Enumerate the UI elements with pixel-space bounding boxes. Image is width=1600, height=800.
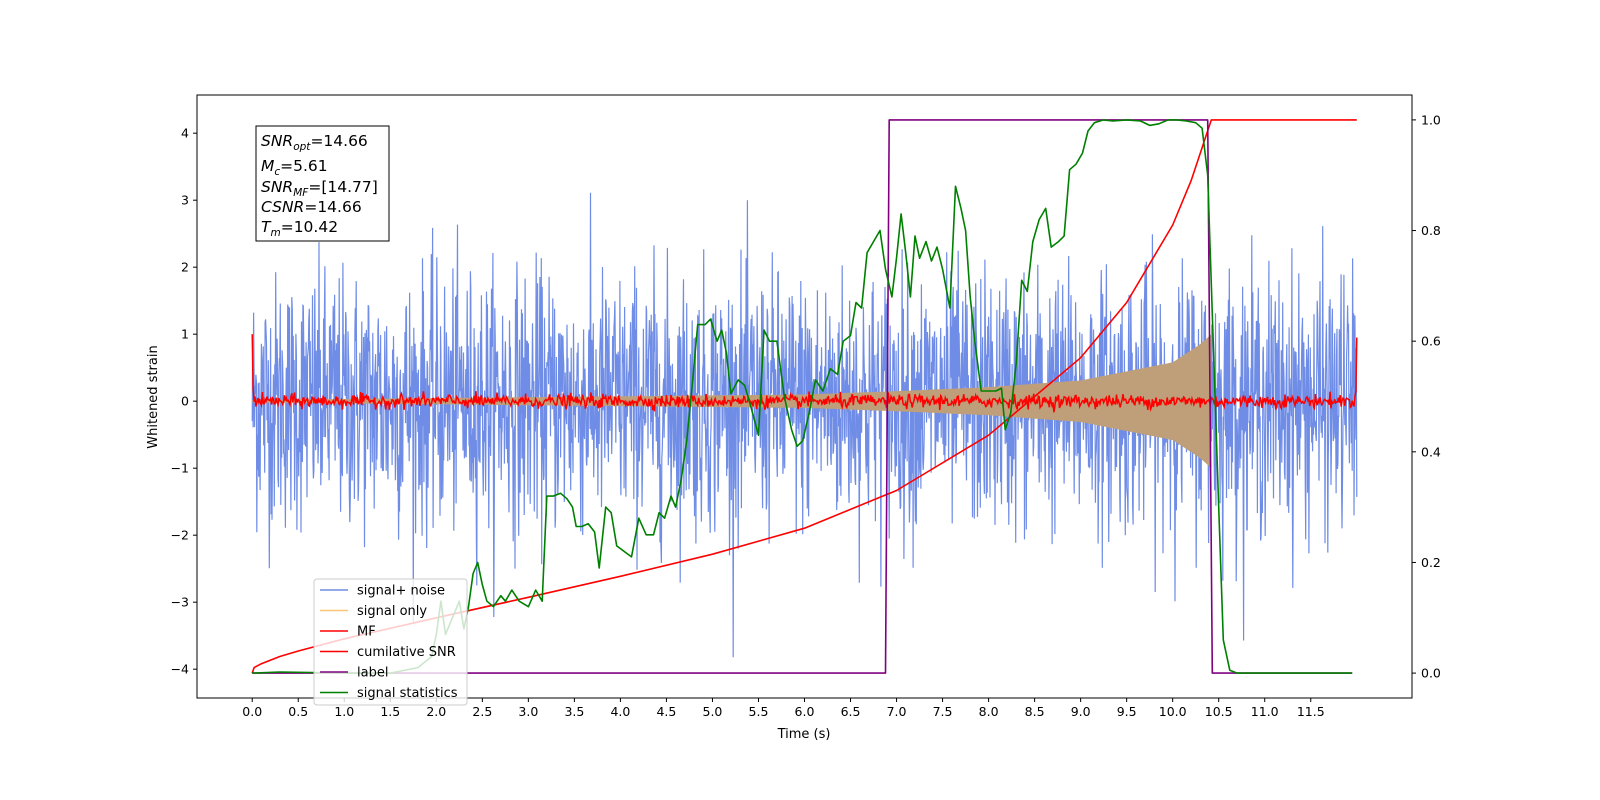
y2-tick-label: 0.0 [1421,666,1441,681]
x-tick-label: 9.0 [1071,704,1091,719]
x-tick-label: 1.5 [380,704,400,719]
x-axis: 0.0 0.5 1.0 1.5 2.0 2.5 3.0 3.5 4.0 4.5 5.0 5.5 6.0 6… [242,698,1325,719]
x-tick-label: 5.5 [749,704,769,719]
x-tick-label: 5.0 [703,704,723,719]
annotation-snr-opt: SNRopt=14.66 [261,132,368,153]
legend-label-label: label [357,666,388,681]
plot-data-layer [251,119,1358,674]
x-tick-label: 9.5 [1117,704,1137,719]
x-tick-label: 7.5 [933,704,953,719]
annotation-mc: Mc=5.61 [261,157,328,178]
annotation-csnr: CSNR=14.66 [261,198,362,216]
legend-label-signal-noise: signal+ noise [357,584,445,599]
y-tick-label: −3 [171,595,189,610]
series-cumulative-snr [251,119,1357,674]
legend: signal+ noise signal only MF cumilative SNR… [313,578,468,706]
y-tick-label: 0 [181,394,189,409]
x-tick-label: 6.0 [795,704,815,719]
y-tick-label: 1 [181,327,189,342]
x-tick-label: 11.0 [1251,704,1279,719]
x-tick-label: 1.0 [334,704,354,719]
y-tick-label: 2 [181,260,189,275]
x-tick-label: 0.0 [242,704,262,719]
y2-tick-label: 0.8 [1421,223,1441,238]
annotation-tm: Tm=10.42 [261,218,338,239]
x-tick-label: 0.5 [288,704,308,719]
y2-tick-label: 0.2 [1421,555,1441,570]
y-tick-label: 3 [181,193,189,208]
series-signal-statistics [252,119,1353,674]
x-tick-label: 7.0 [887,704,907,719]
y2-tick-label: 1.0 [1421,112,1441,127]
y-tick-label: −2 [171,528,189,543]
x-tick-label: 10.5 [1205,704,1233,719]
x-tick-label: 2.5 [472,704,492,719]
x-tick-label: 10.0 [1159,704,1187,719]
series-signal-noise [251,192,1358,658]
legend-label-signal-only: signal only [357,604,427,619]
legend-label-signal-statistics: signal statistics [357,686,458,701]
x-tick-label: 8.5 [1025,704,1045,719]
y-tick-label: 4 [181,126,189,141]
annotation-box: SNRopt=14.66 Mc=5.61 SNRMF=[14.77] CSNR=… [255,125,390,242]
y-tick-label: −1 [171,461,189,476]
y2-tick-label: 0.6 [1421,334,1441,349]
legend-label-mf: MF [357,625,376,640]
x-tick-label: 4.0 [610,704,630,719]
y-axis-left: −4 −3 −2 −1 0 1 2 3 4 [171,126,197,677]
y-tick-label: −4 [171,662,189,677]
x-tick-label: 6.5 [841,704,861,719]
annotation-snr-mf: SNRMF=[14.77] [261,178,378,199]
x-tick-label: 3.5 [564,704,584,719]
x-tick-label: 3.0 [518,704,538,719]
y-axis-title: Whitened strain [146,345,161,448]
series-mf [251,334,1358,413]
x-tick-label: 8.0 [979,704,999,719]
x-tick-label: 4.5 [656,704,676,719]
legend-label-cumulative-snr: cumilative SNR [357,645,456,660]
y-axis-right: 0.0 0.2 0.4 0.6 0.8 1.0 [1412,112,1441,681]
x-axis-title: Time (s) [777,727,831,742]
x-tick-label: 2.0 [426,704,446,719]
y2-tick-label: 0.4 [1421,444,1441,459]
x-tick-label: 11.5 [1297,704,1325,719]
